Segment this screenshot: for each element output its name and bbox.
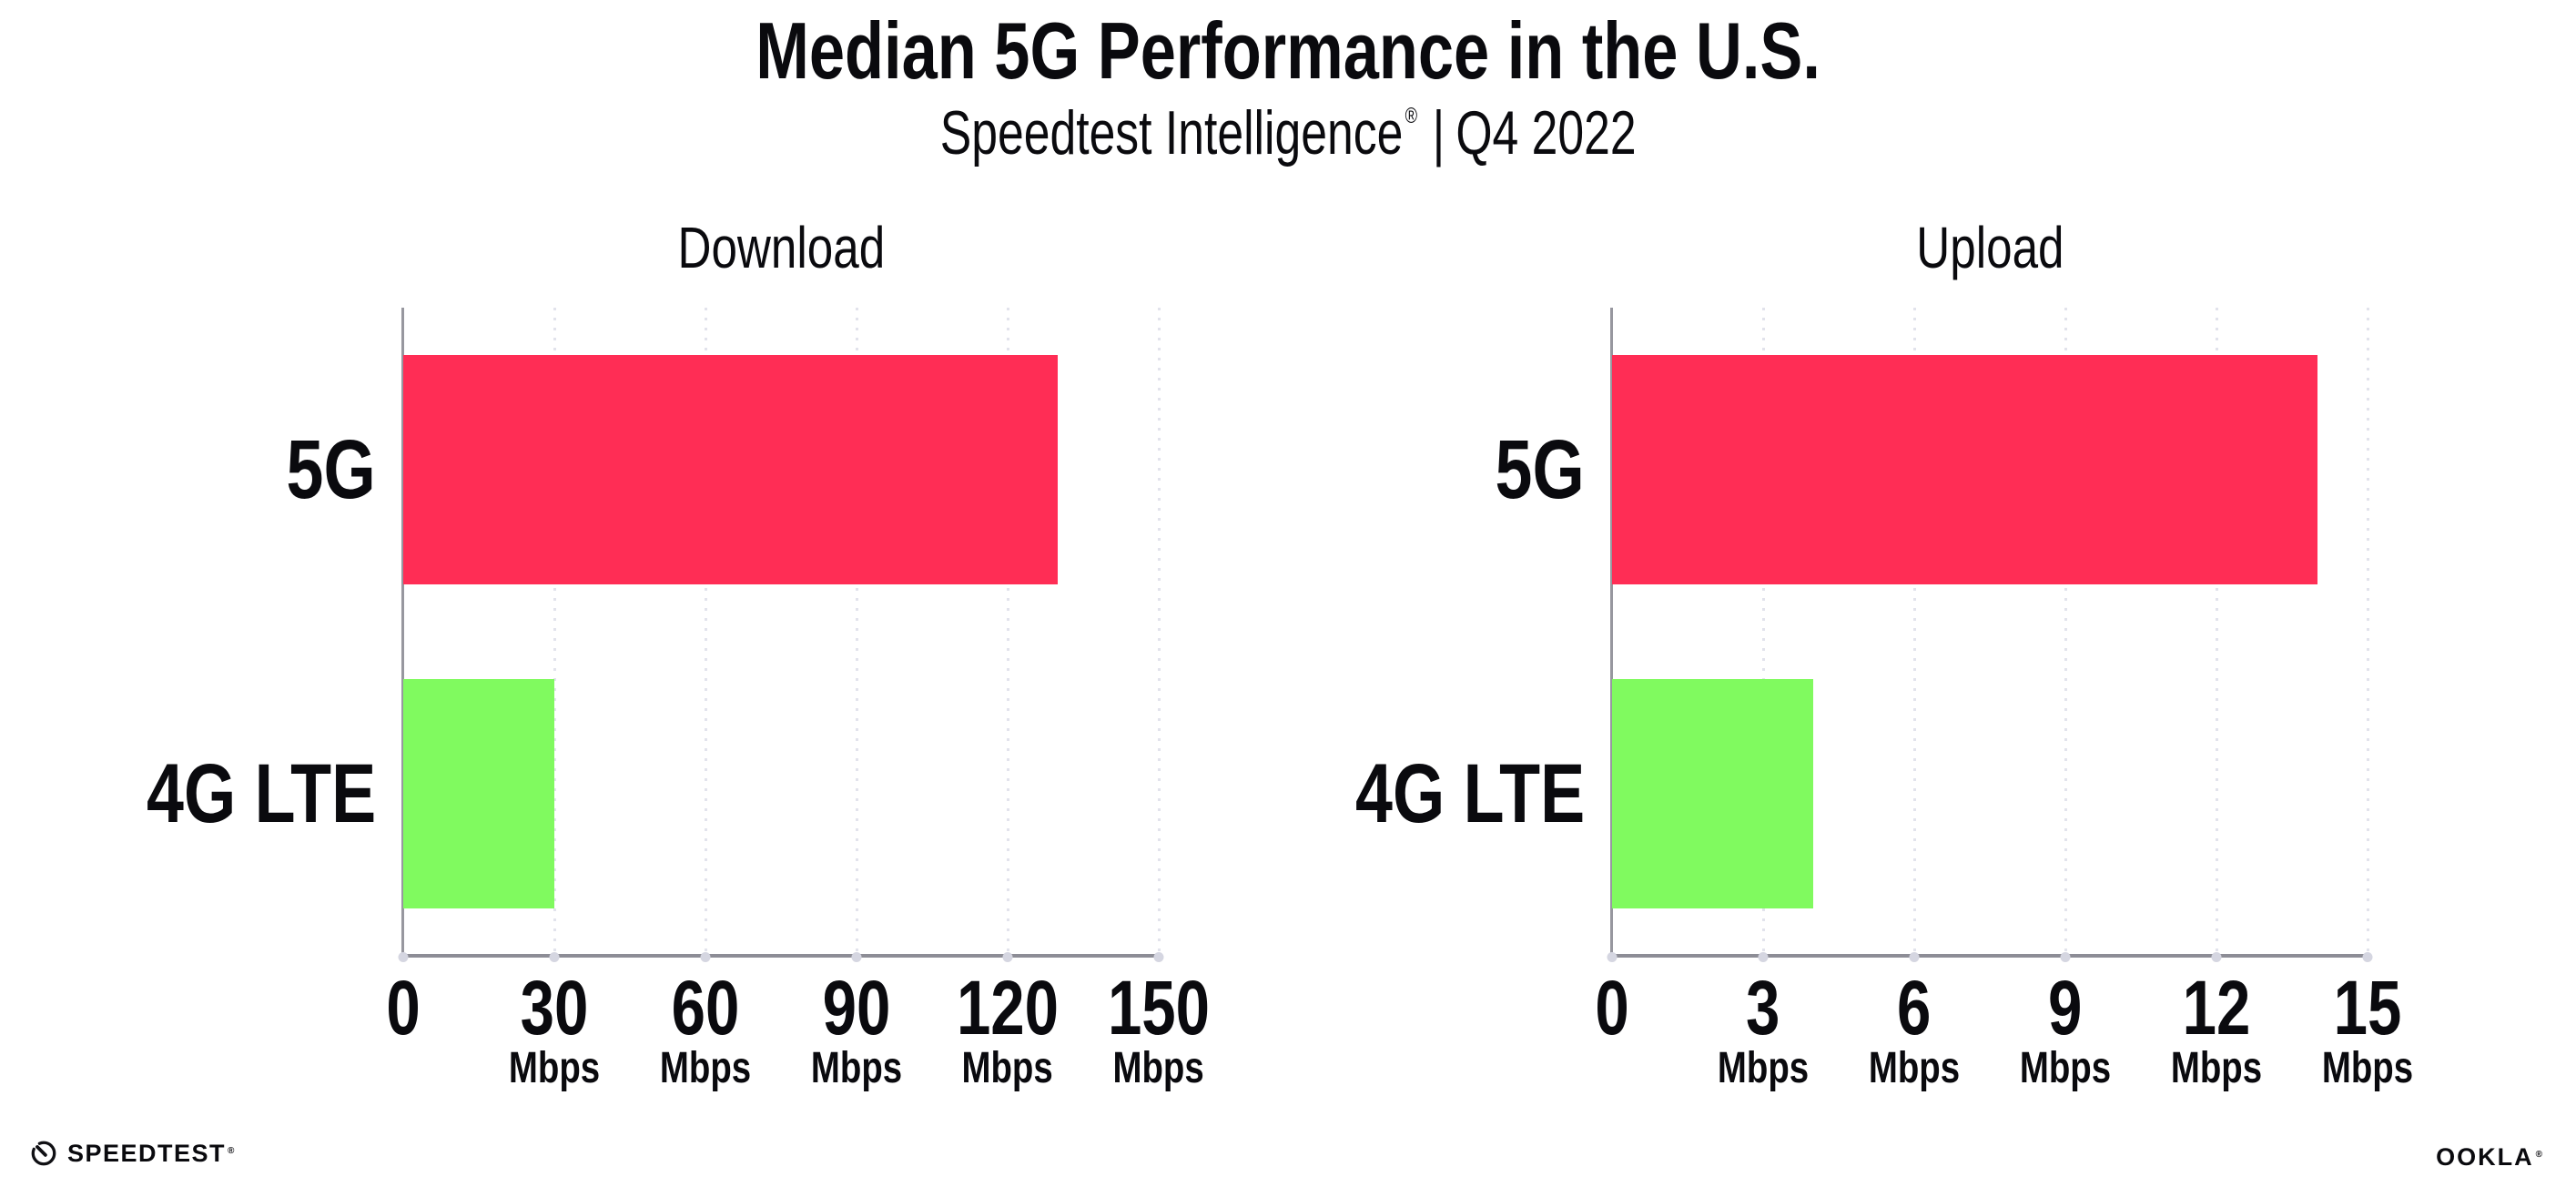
x-tick-value: 15 [2333,965,2402,1050]
x-tick-value: 0 [1595,965,1629,1050]
registered-mark: ® [1405,104,1417,128]
x-tick-value: 150 [1107,965,1211,1050]
tick-dot [2362,952,2373,962]
y-axis-line [401,308,404,956]
tick-dot [700,952,711,962]
tick-dot [1607,952,1618,962]
gridline [705,308,707,965]
x-tick-unit: Mbps [1717,1044,1810,1092]
ookla-trademark: ® [2535,1150,2544,1160]
y-axis-line [1610,308,1613,956]
tick-dot [1153,952,1164,962]
x-axis-line [401,954,1161,958]
x-tick-unit: Mbps [961,1044,1054,1092]
x-tick-label: 6 Mbps [1857,965,1971,1092]
x-tick-label: 150 Mbps [1095,965,1222,1092]
x-tick-unit: Mbps [1868,1044,1961,1092]
x-tick-value: 30 [520,965,589,1050]
gridline [1007,308,1009,965]
page-title-text: Median 5G Performance in the U.S. [756,5,1820,96]
tick-dot [398,952,409,962]
x-tick-value: 0 [386,965,421,1050]
tick-dot [1758,952,1769,962]
subtitle-separator: | [1432,98,1445,167]
x-tick-unit: Mbps [810,1044,903,1092]
x-tick-unit: Mbps [2019,1044,2112,1092]
tick-dot [851,952,862,962]
upload-chart-title: Upload [1915,215,2064,280]
x-tick-value: 120 [956,965,1060,1050]
page-subtitle: Speedtest Intelligence® | Q4 2022 [0,102,2576,164]
x-tick-label: 9 Mbps [2008,965,2122,1092]
gridline [2216,308,2218,965]
download-chart-title: Download [677,215,885,280]
x-tick-unit: Mbps [1112,1044,1205,1092]
gridline [856,308,858,965]
x-tick-unit: Mbps [2170,1044,2263,1092]
subtitle-period: Q4 2022 [1455,98,1637,167]
ookla-logo: OOKLA ® [2436,1145,2544,1170]
download-plot-area: 0 30 Mbps 60 Mbps 90 Mbps 120 Mbps 150 Mbps 5G 4G LT… [147,308,1210,1090]
gridline [2064,308,2067,965]
x-tick-label: 120 Mbps [944,965,1071,1092]
x-tick-label: 0 [1591,965,1634,1050]
ookla-wordmark: OOKLA [2436,1143,2534,1171]
x-tick-label: 30 Mbps [497,965,611,1092]
page-title: Median 5G Performance in the U.S. [0,11,2576,91]
x-axis-line [1610,954,2370,958]
gridline [1158,308,1161,965]
category-label-5g: 5G [286,423,376,516]
x-tick-label: 60 Mbps [648,965,762,1092]
x-tick-value: 3 [1746,965,1780,1050]
tick-dot [1002,952,1013,962]
tick-dot [2211,952,2222,962]
x-tick-value: 60 [671,965,740,1050]
tick-dot [549,952,560,962]
x-tick-unit: Mbps [508,1044,601,1092]
gridline [1762,308,1765,965]
bar-4g-lte [403,679,554,908]
x-tick-unit: Mbps [2321,1044,2414,1092]
x-tick-label: 3 Mbps [1706,965,1820,1092]
x-tick-label: 0 [382,965,425,1050]
bar-5g [1612,355,2317,584]
x-tick-unit: Mbps [659,1044,752,1092]
bar-4g-lte [1612,679,1814,908]
subtitle-brand: Speedtest Intelligence [939,98,1404,167]
category-label-5g: 5G [1495,423,1585,516]
speedtest-gauge-icon [31,1141,56,1166]
x-tick-value: 6 [1897,965,1932,1050]
gridline [553,308,556,965]
x-tick-label: 15 Mbps [2310,965,2424,1092]
speedtest-logo: SPEEDTEST ® [30,1140,236,1167]
tick-dot [2060,952,2071,962]
x-tick-label: 90 Mbps [799,965,913,1092]
category-label-4g-lte: 4G LTE [1354,747,1585,840]
speedtest-wordmark: SPEEDTEST ® [67,1139,236,1167]
speedtest-trademark: ® [228,1145,236,1156]
gridline [1913,308,1916,965]
gridline [2367,308,2369,965]
tick-dot [1909,952,1920,962]
x-tick-value: 9 [2048,965,2083,1050]
bar-5g [403,355,1059,584]
upload-plot-area: 0 3 Mbps 6 Mbps 9 Mbps 12 Mbps 15 Mbps 5G 4G LTE [1355,308,2413,1090]
x-tick-value: 90 [822,965,891,1050]
x-tick-label: 12 Mbps [2159,965,2273,1092]
x-tick-value: 12 [2182,965,2251,1050]
category-label-4g-lte: 4G LTE [146,747,376,840]
